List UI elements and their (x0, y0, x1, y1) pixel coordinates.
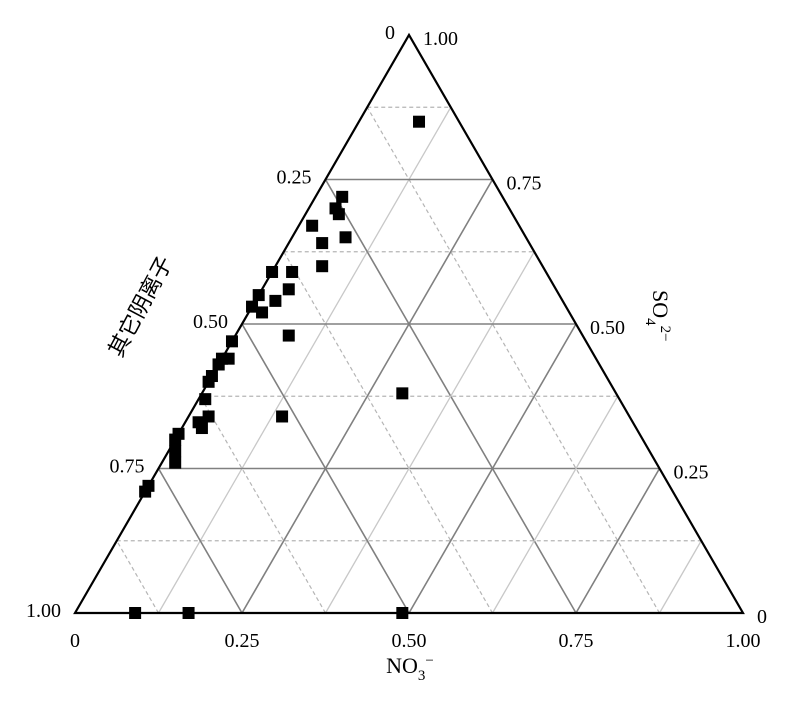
bottom-tick-label: 0 (70, 630, 80, 652)
triangle-frame (73, 32, 745, 615)
data-point (282, 283, 295, 296)
bottom-tick-label: 0.75 (559, 630, 594, 652)
tick-labels: 01.0000.250.750.250.500.500.500.750.250.… (26, 22, 767, 652)
left-axis-title: 其它阴离子 (104, 252, 178, 361)
bottom-tick-label: 0.50 (392, 630, 427, 652)
grid-line-left-parallel (491, 395, 619, 614)
data-point (169, 445, 182, 458)
data-point (225, 335, 238, 348)
right-tick-label: 1.00 (423, 28, 458, 50)
data-point (396, 607, 409, 619)
data-point (182, 607, 195, 619)
data-point (336, 190, 349, 203)
grid-line-left-parallel (575, 468, 661, 614)
data-point (332, 208, 345, 221)
bottom-axis-title: NO3− (386, 653, 434, 684)
data-point (316, 237, 329, 250)
left-tick-label: 0.75 (110, 456, 145, 478)
bottom-tick-label: 0.25 (225, 630, 260, 652)
left-tick-label: 0.50 (193, 311, 228, 333)
data-point (202, 410, 215, 423)
data-point (266, 265, 279, 278)
grid-line-left-parallel (157, 106, 452, 614)
right-tick-label: 0.25 (674, 462, 709, 484)
left-tick-label: 0 (385, 22, 395, 44)
data-point (256, 306, 269, 319)
bottom-tick-label: 1.00 (726, 630, 761, 652)
grid-line-left-parallel (658, 540, 702, 614)
grid-layer (116, 106, 702, 614)
data-point (286, 265, 299, 278)
grid-line-left-parallel (324, 251, 535, 614)
data-point (276, 410, 289, 423)
grid-line-left-parallel (408, 323, 577, 614)
grid-line-right-parallel (199, 395, 327, 614)
right-tick-label: 0 (757, 606, 767, 628)
grid-line-right-parallel (116, 540, 160, 614)
left-tick-label: 0.25 (277, 167, 312, 189)
data-point (413, 115, 426, 128)
data-point (169, 433, 182, 446)
data-point (252, 289, 265, 302)
right-tick-label: 0.50 (590, 317, 625, 339)
data-point (202, 375, 215, 388)
data-point (222, 352, 235, 365)
data-point (212, 358, 225, 371)
data-point (316, 260, 329, 273)
grid-line-right-parallel (366, 106, 661, 614)
data-point (246, 300, 259, 313)
data-point (306, 219, 319, 232)
triangle-outline (73, 32, 745, 615)
data-point (195, 422, 208, 435)
data-point (396, 387, 409, 400)
left-tick-label: 1.00 (26, 600, 61, 622)
grid-line-right-parallel (241, 323, 410, 614)
data-points (129, 115, 426, 619)
grid-line-left-parallel (241, 179, 494, 614)
right-tick-label: 0.75 (507, 173, 542, 195)
data-point (129, 607, 142, 619)
grid-line-right-parallel (283, 251, 494, 614)
data-point (269, 294, 282, 307)
data-point (169, 456, 182, 469)
grid-line-right-parallel (157, 468, 243, 614)
data-point (282, 329, 295, 342)
data-point (139, 485, 152, 498)
data-point (339, 231, 352, 244)
data-point (199, 393, 212, 406)
right-axis-title: SO42− (642, 290, 673, 342)
